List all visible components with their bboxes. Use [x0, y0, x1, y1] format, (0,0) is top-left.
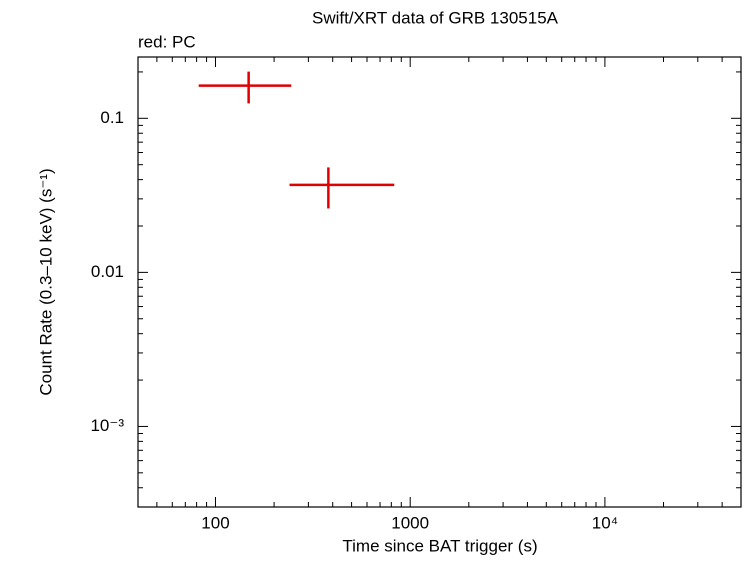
y-tick-label: 0.1 — [100, 108, 124, 127]
plot-frame — [137, 56, 742, 508]
x-tick-label: 1000 — [391, 513, 429, 532]
x-tick-label: 10⁴ — [592, 513, 618, 532]
y-tick-label: 0.01 — [91, 262, 124, 281]
chart-title: Swift/XRT data of GRB 130515A — [312, 8, 559, 27]
y-axis-label: Count Rate (0.3–10 keV) (s⁻¹) — [36, 168, 55, 395]
y-tick-label: 10⁻³ — [90, 416, 124, 435]
x-tick-label: 100 — [201, 513, 229, 532]
chart-subtitle: red: PC — [138, 32, 196, 51]
x-axis-label: Time since BAT trigger (s) — [342, 536, 537, 555]
